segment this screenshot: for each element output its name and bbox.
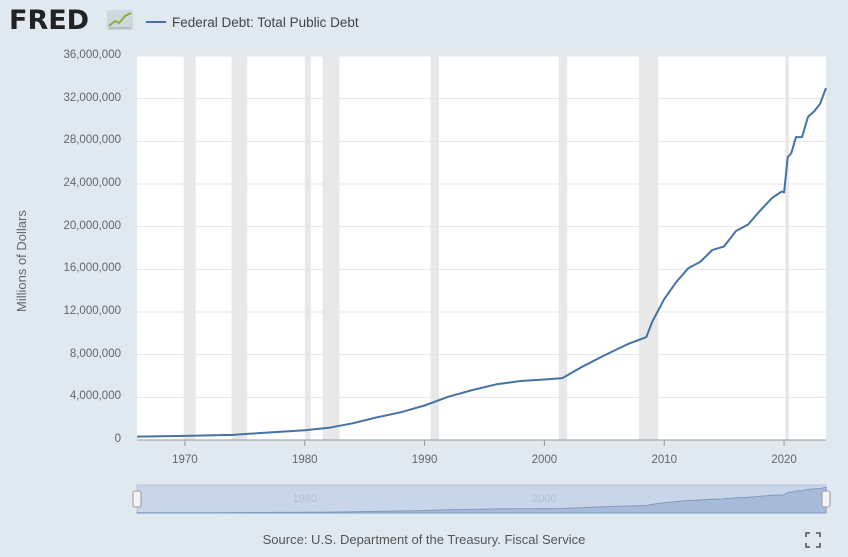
navigator-label: 2000 [532, 493, 557, 505]
series-line [136, 87, 827, 438]
x-tick-label: 1990 [411, 454, 438, 466]
navigator-label: 1980 [292, 493, 317, 505]
x-tick-label: 2010 [651, 454, 678, 466]
navigator-handle-right[interactable] [821, 490, 831, 508]
y-tick-label: 4,000,000 [69, 390, 121, 403]
plot-area [137, 56, 826, 440]
source-note: Source: U.S. Department of the Treasury.… [262, 532, 586, 547]
recession-band [558, 56, 568, 440]
y-tick-label: 24,000,000 [63, 177, 121, 189]
y-tick-label: 0 [114, 433, 121, 445]
recession-band [785, 56, 789, 440]
fred-logo[interactable]: FRED [9, 5, 90, 36]
legend[interactable]: Federal Debt: Total Public Debt [146, 13, 359, 31]
y-tick-label: 8,000,000 [69, 347, 121, 360]
recession-band [322, 56, 340, 440]
legend-swatch [146, 21, 166, 23]
x-tick-label: 1970 [172, 454, 198, 466]
recession-band [304, 56, 311, 440]
recession-band [183, 56, 196, 440]
navigator-series-area [136, 486, 827, 514]
y-tick-label: 20,000,000 [63, 219, 121, 232]
x-tick-label: 2000 [531, 454, 558, 466]
y-tick-label: 32,000,000 [63, 91, 121, 104]
y-tick-label: 36,000,000 [63, 49, 121, 61]
y-tick-label: 12,000,000 [63, 305, 121, 317]
y-tick-label: 16,000,000 [63, 262, 121, 275]
recession-band [430, 56, 439, 440]
y-tick-label: 28,000,000 [63, 134, 121, 147]
fullscreen-icon[interactable] [805, 532, 821, 548]
recession-band [231, 56, 248, 440]
x-tick-label: 2020 [771, 454, 797, 466]
x-tick-label: 1980 [291, 454, 318, 466]
fred-chart-logo-icon [107, 10, 133, 30]
legend-label: Federal Debt: Total Public Debt [172, 14, 359, 30]
recession-band [639, 56, 659, 440]
navigator-handle-left[interactable] [132, 490, 142, 508]
